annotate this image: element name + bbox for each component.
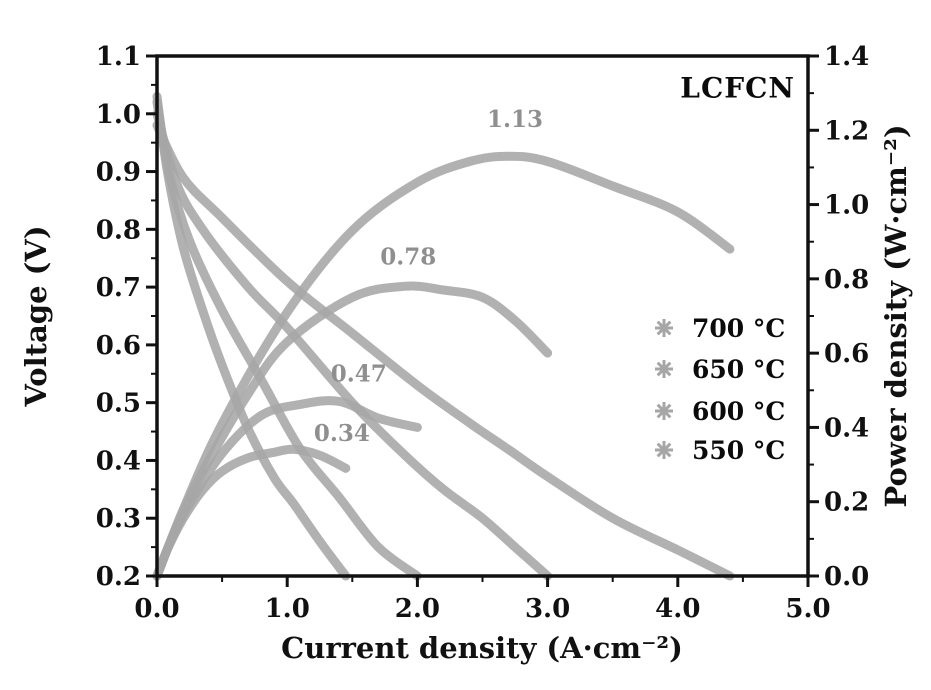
y-right-tick-label: 1.2 xyxy=(824,116,869,146)
legend-label-700c: 700 °C xyxy=(692,314,785,343)
legend-marker-650c xyxy=(655,360,673,378)
power-curve-550c xyxy=(152,444,351,581)
legend-marker-700c xyxy=(655,319,673,337)
iv-curve-700c xyxy=(152,120,735,581)
y-left-tick-label: 0.9 xyxy=(96,158,141,188)
legend-marker-600c xyxy=(655,402,673,420)
legend-marker-spoke xyxy=(656,320,672,336)
x-axis-title: Current density (A·cm⁻²) xyxy=(281,631,683,665)
y-right-tick-label: 0.0 xyxy=(824,562,869,592)
y-left-tick-label: 0.8 xyxy=(96,215,141,245)
y-left-tick-label: 1.0 xyxy=(96,100,141,130)
legend-label-600c: 600 °C xyxy=(692,397,785,426)
power-curve-700c xyxy=(152,151,735,581)
y-right-tick-label: 0.8 xyxy=(824,265,869,295)
legend-marker-550c xyxy=(655,441,673,459)
y-right-tick-label: 0.4 xyxy=(824,413,869,443)
y-axis-title-voltage: Voltage (V) xyxy=(19,225,53,407)
sample-label: LCFCN xyxy=(680,71,795,105)
y-right-tick-label: 0.2 xyxy=(824,488,869,518)
legend-marker-spoke xyxy=(656,442,672,458)
iv-curve-650c xyxy=(152,109,553,581)
y-left-tick-label: 0.3 xyxy=(96,504,141,534)
y-left-tick-label: 0.6 xyxy=(96,331,141,361)
y-axis-title-power-density: Power density (W·cm⁻²) xyxy=(879,124,913,508)
x-tick-label: 0.0 xyxy=(134,594,179,624)
legend-marker-spoke xyxy=(656,403,672,419)
y-left-tick-label: 0.4 xyxy=(96,446,141,476)
y-left-tick-label: 0.7 xyxy=(96,273,141,303)
y-right-tick-label: 1.4 xyxy=(824,42,869,72)
legend-label-650c: 650 °C xyxy=(692,355,785,384)
x-tick-label: 4.0 xyxy=(655,594,700,624)
peak-power-label-700c: 1.13 xyxy=(487,106,543,133)
peak-power-label-550c: 0.34 xyxy=(314,420,370,447)
legend-label-550c: 550 °C xyxy=(692,436,785,465)
x-tick-label: 1.0 xyxy=(265,594,310,624)
y-right-tick-label: 0.6 xyxy=(824,339,869,369)
iv-curve-550c xyxy=(152,91,351,581)
peak-power-label-650c: 0.78 xyxy=(380,244,436,271)
x-tick-label: 5.0 xyxy=(785,594,830,624)
y-right-tick-label: 1.0 xyxy=(824,191,869,221)
y-left-tick-label: 0.2 xyxy=(96,562,141,592)
x-tick-label: 3.0 xyxy=(525,594,570,624)
y-left-tick-label: 1.1 xyxy=(96,42,141,72)
legend-marker-spoke xyxy=(656,361,672,377)
y-left-tick-label: 0.5 xyxy=(96,389,141,419)
peak-power-label-600c: 0.47 xyxy=(331,361,387,388)
x-tick-label: 2.0 xyxy=(395,594,440,624)
